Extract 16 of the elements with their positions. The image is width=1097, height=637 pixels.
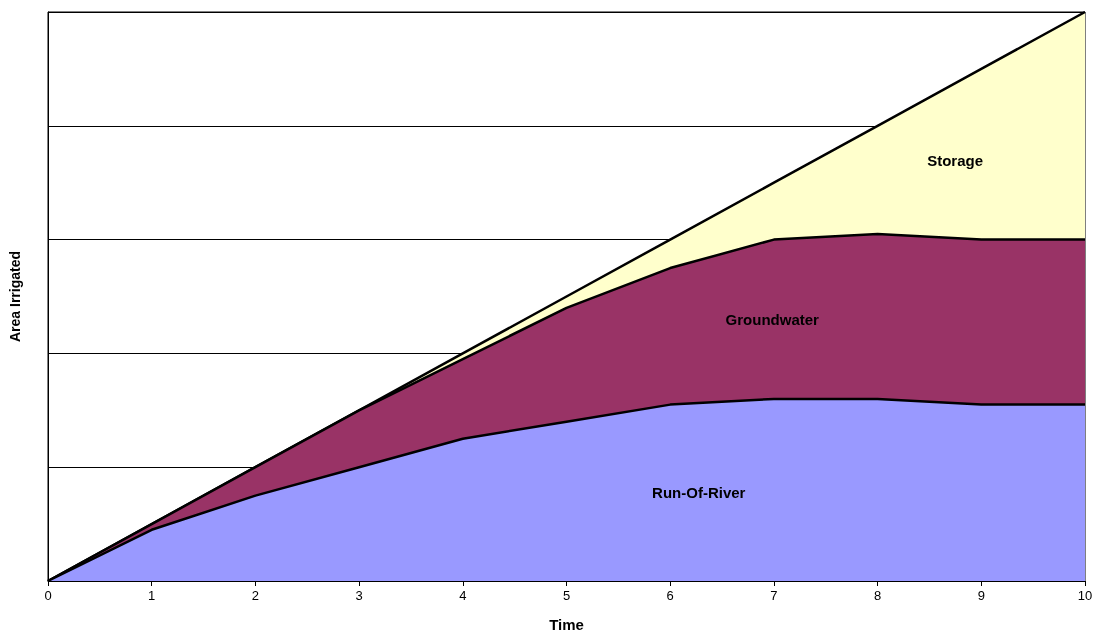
x-axis-title: Time — [549, 616, 584, 633]
series-label: Run-Of-River — [652, 483, 746, 501]
x-tick-label: 8 — [873, 588, 882, 603]
x-tick-label: 10 — [1077, 588, 1093, 603]
x-tick-label: 2 — [251, 588, 260, 603]
x-tick-label: 1 — [148, 588, 156, 603]
series-label: Storage — [927, 152, 984, 170]
x-tick-label: 4 — [459, 588, 467, 603]
x-tick-label: 7 — [770, 588, 778, 603]
x-tick-label: 5 — [562, 588, 571, 603]
y-axis-title: Area Irrigated — [7, 250, 23, 343]
x-tick-label: 3 — [355, 588, 363, 603]
series-label: Groundwater — [725, 311, 820, 329]
x-tick-label: 0 — [44, 588, 52, 603]
x-tick-label: 6 — [666, 588, 674, 603]
x-tick-label: 9 — [977, 588, 985, 603]
